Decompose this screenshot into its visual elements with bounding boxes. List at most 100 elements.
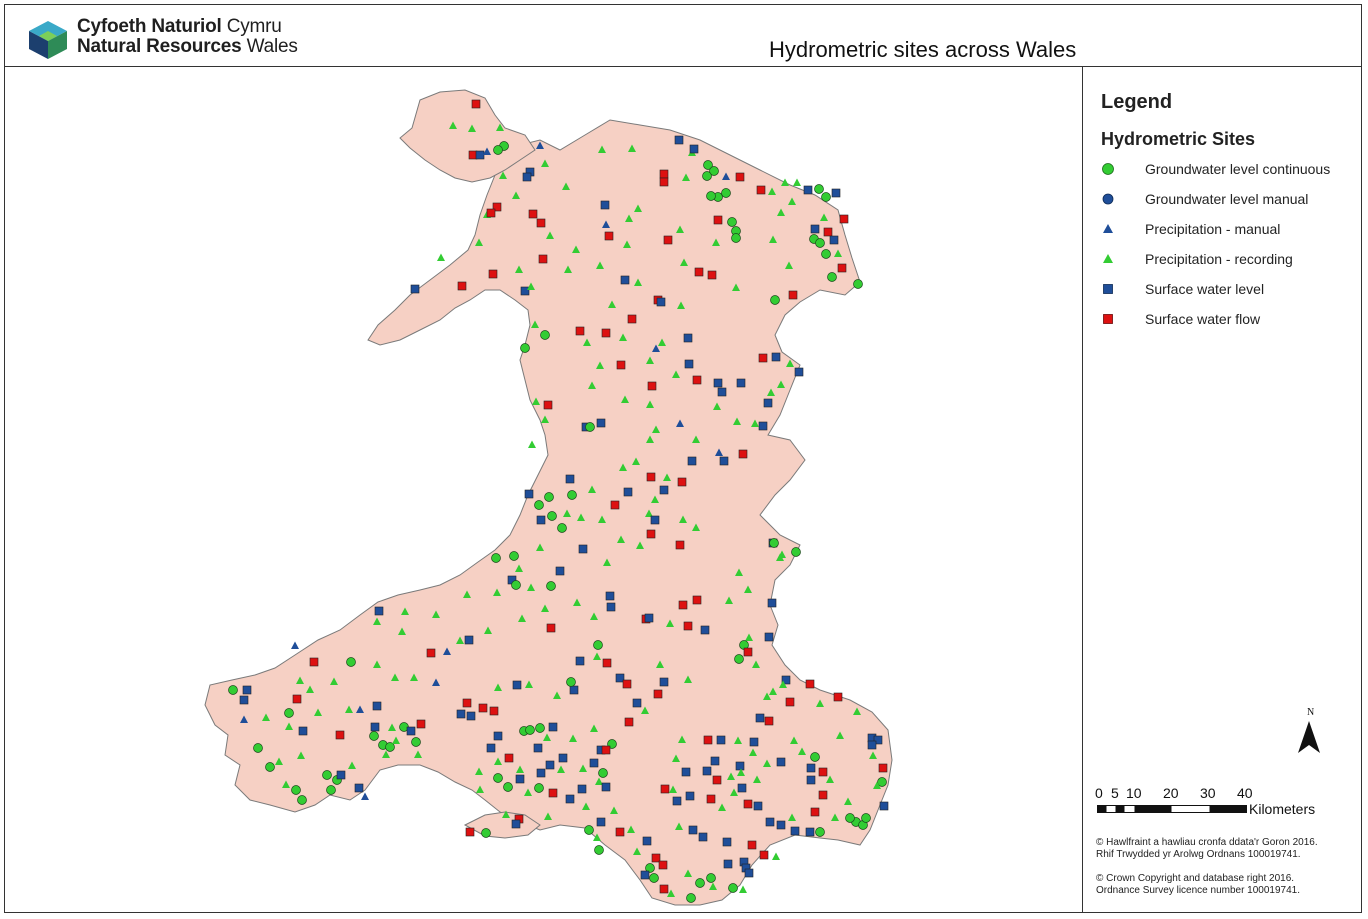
site-marker-pr[interactable] — [603, 558, 611, 567]
site-marker-pr[interactable] — [528, 440, 536, 449]
site-marker-pr[interactable] — [619, 463, 627, 472]
site-marker-sf[interactable] — [692, 595, 702, 605]
site-marker-sl[interactable] — [776, 757, 786, 767]
site-marker-pr[interactable] — [527, 282, 535, 291]
site-marker-pr[interactable] — [634, 204, 642, 213]
site-marker-sl[interactable] — [790, 826, 800, 836]
site-marker-pr[interactable] — [675, 822, 683, 831]
site-marker-pr[interactable] — [499, 171, 507, 180]
site-marker-sf[interactable] — [492, 202, 502, 212]
site-marker-sf[interactable] — [651, 853, 661, 863]
site-marker-pr[interactable] — [733, 417, 741, 426]
site-marker-sf[interactable] — [538, 254, 548, 264]
site-marker-pr[interactable] — [532, 397, 540, 406]
site-marker-pr[interactable] — [781, 178, 789, 187]
site-marker-gc[interactable] — [594, 845, 604, 855]
site-marker-pr[interactable] — [788, 813, 796, 822]
site-marker-pm[interactable] — [291, 641, 299, 650]
site-marker-sl[interactable] — [605, 591, 615, 601]
site-marker-sf[interactable] — [703, 735, 713, 745]
site-marker-pr[interactable] — [682, 173, 690, 182]
site-marker-sl[interactable] — [810, 224, 820, 234]
site-marker-pr[interactable] — [432, 610, 440, 619]
site-marker-pr[interactable] — [633, 847, 641, 856]
site-marker-sf[interactable] — [624, 717, 634, 727]
site-marker-pr[interactable] — [727, 772, 735, 781]
site-marker-pr[interactable] — [646, 435, 654, 444]
site-marker-sf[interactable] — [292, 694, 302, 704]
site-marker-sf[interactable] — [839, 214, 849, 224]
site-marker-sf[interactable] — [548, 788, 558, 798]
site-marker-gc[interactable] — [566, 677, 576, 687]
site-marker-pr[interactable] — [536, 543, 544, 552]
site-marker-sl[interactable] — [606, 602, 616, 612]
site-marker-sf[interactable] — [610, 500, 620, 510]
wales-map[interactable] — [5, 67, 1083, 912]
site-marker-pr[interactable] — [496, 123, 504, 132]
site-marker-pr[interactable] — [844, 797, 852, 806]
site-marker-pr[interactable] — [788, 197, 796, 206]
site-marker-pr[interactable] — [656, 660, 664, 669]
site-marker-pm[interactable] — [715, 448, 723, 457]
site-marker-pr[interactable] — [692, 435, 700, 444]
site-marker-gc[interactable] — [534, 500, 544, 510]
site-marker-sf[interactable] — [706, 794, 716, 804]
site-marker-sf[interactable] — [837, 263, 847, 273]
site-marker-pr[interactable] — [598, 515, 606, 524]
site-marker-sl[interactable] — [713, 378, 723, 388]
site-marker-sl[interactable] — [659, 677, 669, 687]
site-marker-pm[interactable] — [722, 172, 730, 181]
site-marker-pr[interactable] — [831, 813, 839, 822]
site-marker-pr[interactable] — [401, 607, 409, 616]
site-marker-pr[interactable] — [573, 598, 581, 607]
site-marker-pm[interactable] — [443, 647, 451, 656]
site-marker-sf[interactable] — [743, 799, 753, 809]
site-marker-sl[interactable] — [683, 333, 693, 343]
site-marker-pr[interactable] — [414, 750, 422, 759]
site-marker-sl[interactable] — [689, 144, 699, 154]
site-marker-gc[interactable] — [593, 640, 603, 650]
site-marker-pm[interactable] — [432, 678, 440, 687]
site-marker-gc[interactable] — [728, 883, 738, 893]
site-marker-sl[interactable] — [475, 150, 485, 160]
site-marker-pr[interactable] — [709, 882, 717, 891]
site-marker-pr[interactable] — [769, 687, 777, 696]
site-marker-pr[interactable] — [583, 338, 591, 347]
site-marker-pm[interactable] — [483, 147, 491, 156]
site-marker-gc[interactable] — [791, 547, 801, 557]
site-marker-pr[interactable] — [652, 425, 660, 434]
site-marker-sf[interactable] — [653, 689, 663, 699]
site-marker-gc[interactable] — [703, 160, 713, 170]
site-marker-sl[interactable] — [569, 685, 579, 695]
map-panel[interactable] — [5, 67, 1083, 912]
site-marker-gc[interactable] — [827, 272, 837, 282]
site-marker-gc[interactable] — [649, 873, 659, 883]
site-marker-pr[interactable] — [627, 825, 635, 834]
site-marker-sl[interactable] — [545, 760, 555, 770]
site-marker-sl[interactable] — [239, 695, 249, 705]
site-marker-gc[interactable] — [585, 422, 595, 432]
site-marker-sl[interactable] — [744, 868, 754, 878]
site-marker-sf[interactable] — [615, 827, 625, 837]
site-marker-gc[interactable] — [534, 783, 544, 793]
site-marker-pr[interactable] — [672, 754, 680, 763]
site-marker-pr[interactable] — [373, 617, 381, 626]
site-marker-pr[interactable] — [410, 673, 418, 682]
site-marker-sl[interactable] — [672, 796, 682, 806]
site-marker-sf[interactable] — [878, 763, 888, 773]
site-marker-gc[interactable] — [810, 752, 820, 762]
site-marker-sl[interactable] — [370, 722, 380, 732]
site-marker-pr[interactable] — [625, 214, 633, 223]
site-marker-sl[interactable] — [466, 711, 476, 721]
site-marker-pr[interactable] — [790, 736, 798, 745]
site-marker-gc[interactable] — [769, 538, 779, 548]
site-marker-gc[interactable] — [598, 768, 608, 778]
site-marker-pr[interactable] — [667, 889, 675, 898]
site-marker-sl[interactable] — [794, 367, 804, 377]
site-marker-sl[interactable] — [776, 820, 786, 830]
site-marker-gc[interactable] — [493, 145, 503, 155]
site-marker-pr[interactable] — [593, 833, 601, 842]
site-marker-pr[interactable] — [632, 457, 640, 466]
site-marker-pr[interactable] — [853, 707, 861, 716]
site-marker-pr[interactable] — [768, 187, 776, 196]
